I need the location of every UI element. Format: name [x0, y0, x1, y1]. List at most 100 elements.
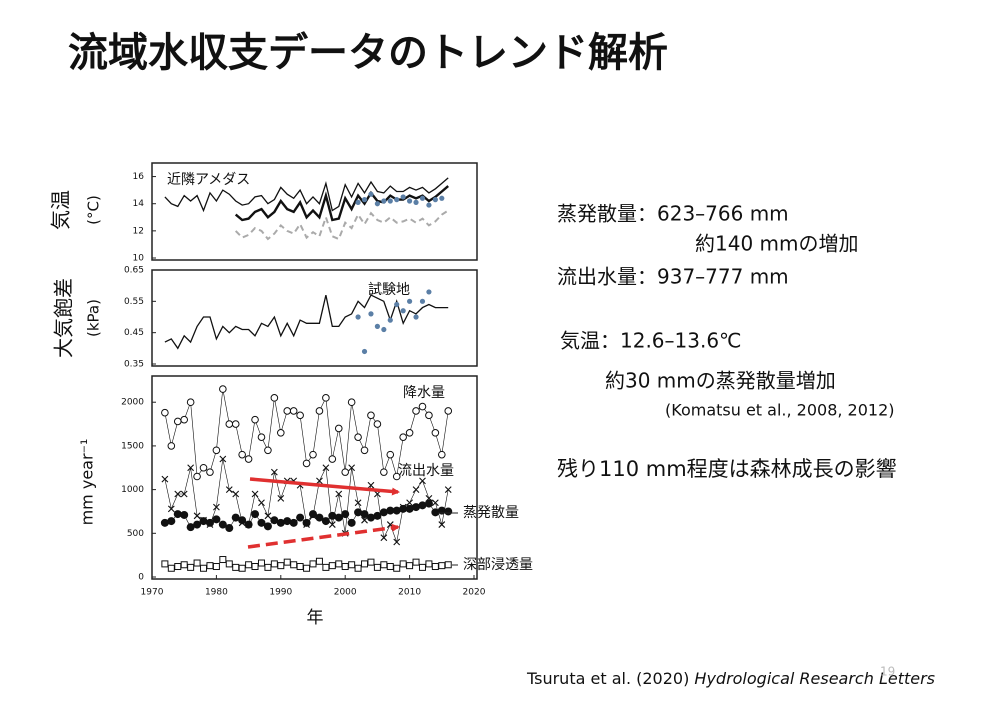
series-label: 蒸発散量 [463, 505, 519, 521]
point [392, 472, 401, 481]
point [264, 512, 272, 520]
series-label: 試験地 [368, 282, 410, 298]
point [412, 558, 420, 566]
point [405, 504, 414, 513]
point [407, 198, 413, 204]
point [283, 558, 291, 566]
point [290, 561, 298, 569]
note: 気温：12.6–13.6℃ [560, 329, 742, 353]
point [360, 446, 369, 455]
point [387, 198, 393, 204]
point [199, 463, 208, 472]
y-tick-label: 12 [133, 226, 144, 236]
point [444, 561, 452, 569]
point [400, 308, 406, 314]
trend-arrow [249, 477, 400, 496]
point [399, 504, 408, 513]
point [373, 420, 382, 428]
point [276, 518, 285, 527]
point [187, 563, 195, 571]
series-line [164, 177, 449, 213]
point [341, 468, 350, 476]
point [355, 199, 361, 205]
point [315, 513, 324, 522]
point [257, 559, 265, 567]
point [367, 558, 375, 566]
point [187, 464, 195, 472]
x-tick-label: 1970 [141, 588, 164, 598]
point [251, 563, 259, 571]
y-tick-label: 0.65 [124, 266, 144, 276]
point [206, 468, 214, 476]
point [366, 513, 375, 522]
point [251, 510, 260, 519]
point [167, 564, 175, 572]
point [406, 562, 414, 570]
point [316, 477, 323, 485]
point [277, 562, 285, 570]
point [444, 407, 453, 415]
y-tick-label: 1500 [121, 441, 144, 451]
point [373, 563, 381, 571]
point [232, 490, 240, 498]
point [302, 459, 311, 468]
point [205, 518, 214, 527]
series-line [234, 209, 449, 241]
point [257, 433, 266, 441]
point [380, 561, 388, 569]
point [219, 455, 227, 463]
y-axis-unit: (°C) [85, 195, 103, 225]
point [438, 521, 446, 528]
y-tick-label: 2000 [121, 398, 144, 408]
note: 約140 mmの増加 [695, 232, 859, 256]
point [186, 398, 195, 407]
point [348, 464, 356, 472]
y-tick-label: 10 [133, 254, 145, 264]
point [200, 564, 208, 572]
point [193, 472, 201, 481]
point [315, 407, 324, 415]
point [444, 486, 452, 493]
point [438, 562, 446, 570]
point [213, 503, 220, 511]
point [341, 563, 349, 571]
point [270, 560, 278, 568]
slide-title: 流域水収支データのトレンド解析 [68, 30, 668, 76]
y-tick-label: 1000 [121, 485, 144, 495]
point [232, 563, 240, 571]
series-label: 流出水量 [398, 463, 454, 479]
y-axis-label: 大気飽差 [52, 278, 76, 358]
point [392, 506, 401, 515]
point [439, 195, 445, 201]
point [438, 450, 446, 459]
note: 蒸発散量：623–766 mm [557, 202, 789, 226]
point [231, 513, 240, 522]
point [173, 417, 182, 426]
plot-frame [151, 269, 478, 367]
point [180, 510, 189, 519]
point [219, 556, 227, 564]
point [354, 564, 362, 572]
point [328, 455, 337, 463]
point [444, 507, 453, 516]
point [367, 481, 375, 489]
plot-frame [151, 162, 478, 261]
point [174, 490, 182, 498]
point [412, 407, 420, 415]
point [167, 505, 175, 513]
point [173, 510, 182, 519]
point [328, 521, 336, 528]
y-tick-label: 16 [133, 172, 145, 182]
point [341, 510, 350, 519]
point [419, 195, 426, 201]
point [302, 518, 311, 527]
point [361, 516, 368, 524]
point [386, 506, 395, 515]
y-axis-label: 気温 [49, 190, 73, 230]
point [431, 563, 439, 571]
point [277, 429, 285, 437]
point [399, 560, 407, 568]
point [212, 515, 221, 524]
point [264, 446, 272, 455]
